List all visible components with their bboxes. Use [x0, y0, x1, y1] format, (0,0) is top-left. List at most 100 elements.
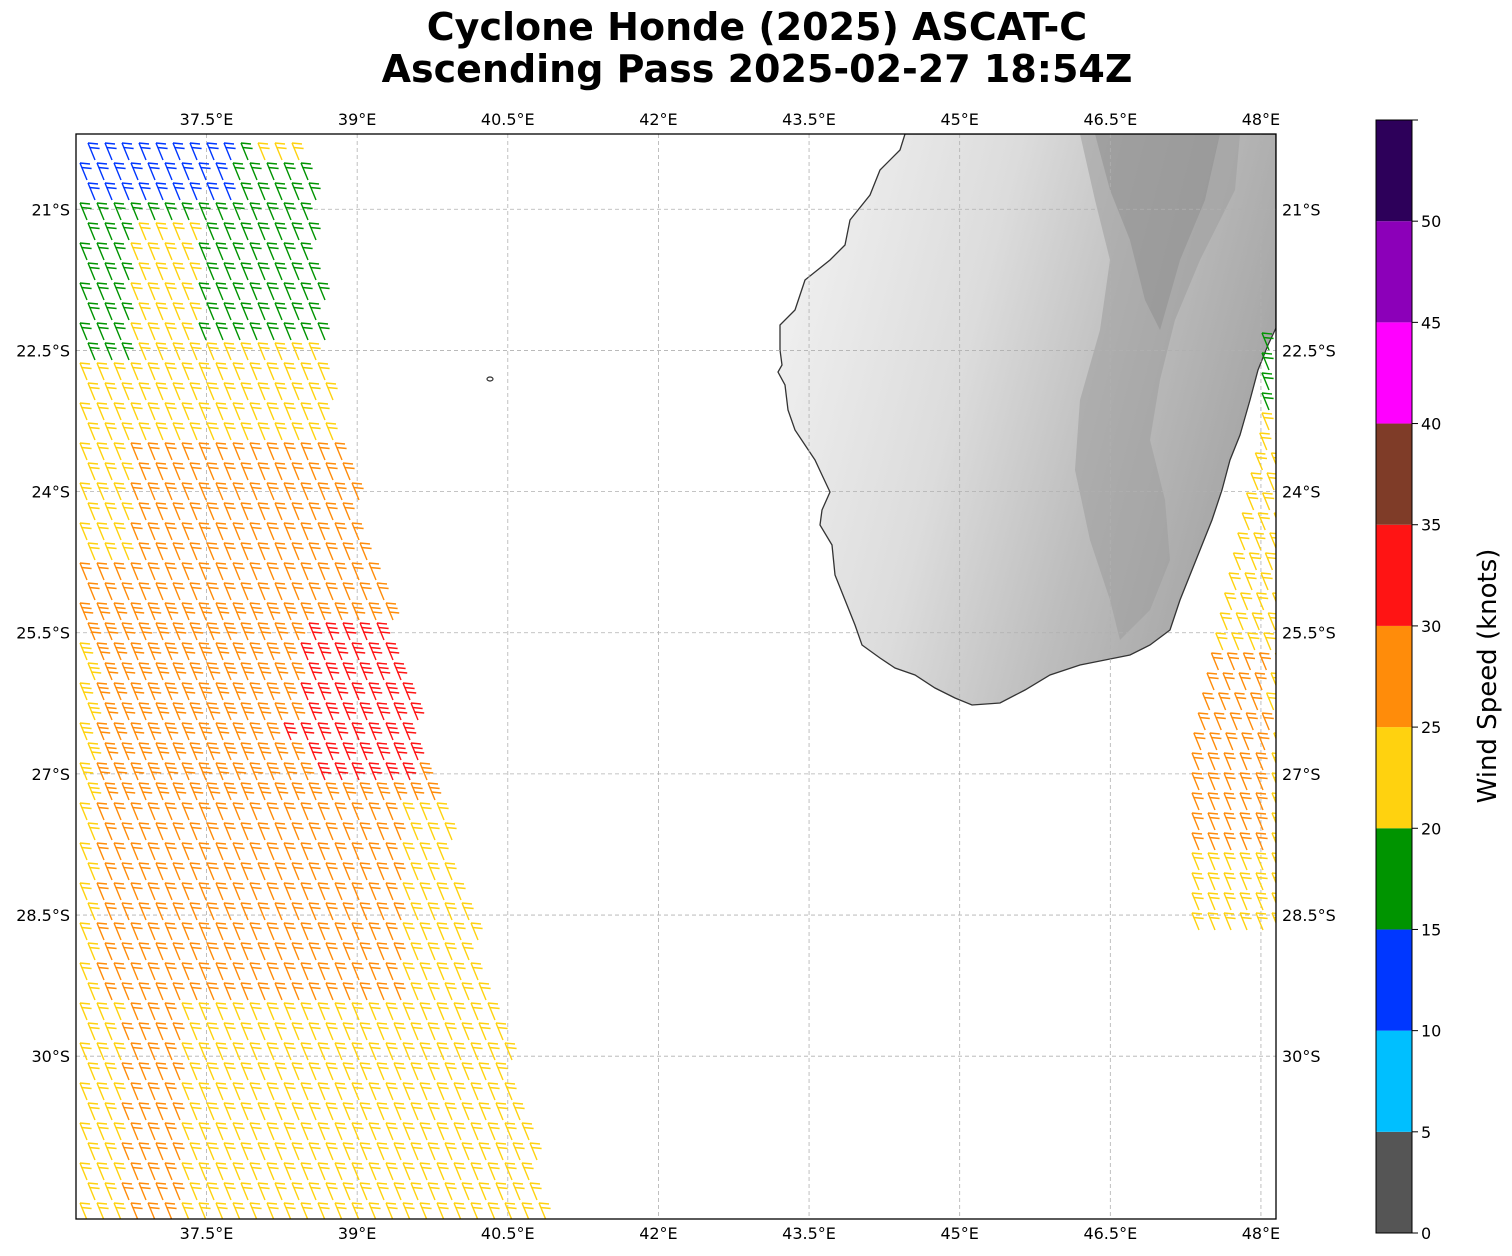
wind-barb [359, 1102, 372, 1121]
wind-barb [283, 1202, 296, 1219]
lat-tick-label-left: 22.5°S [16, 341, 70, 360]
wind-barb [495, 1142, 508, 1161]
wind-barb [240, 1142, 253, 1161]
wind-barb [181, 642, 196, 661]
wind-barb [427, 1182, 440, 1201]
wind-barb [257, 622, 272, 641]
wind-barb [1222, 672, 1235, 691]
wind-barb [223, 382, 236, 401]
wind-barb [376, 982, 389, 1001]
wind-barb [453, 1082, 466, 1101]
wind-barb [317, 1042, 330, 1061]
wind-barb [79, 242, 92, 261]
wind-barb [436, 922, 449, 941]
wind-barb [257, 942, 270, 961]
wind-barb [206, 1182, 219, 1201]
wind-barb [189, 702, 204, 721]
wind-barb [266, 162, 279, 181]
wind-barb [1239, 772, 1252, 791]
wind-barb [342, 622, 357, 641]
wind-barb [121, 902, 134, 921]
wind-barb [266, 922, 279, 941]
wind-barb [266, 282, 279, 301]
colorbar-segment [1376, 423, 1412, 525]
wind-barb [206, 182, 219, 201]
wind-barb [308, 822, 321, 841]
wind-barb [172, 542, 185, 561]
wind-barb [138, 582, 151, 601]
wind-barb [291, 222, 304, 241]
wind-barb [79, 442, 92, 461]
wind-barb [359, 742, 374, 761]
wind-barb [181, 1002, 194, 1021]
wind-barb [351, 682, 366, 701]
wind-barb [300, 642, 315, 661]
wind-barb [232, 722, 247, 741]
wind-barb [155, 502, 168, 521]
wind-barb [300, 1202, 313, 1219]
wind-barb [308, 382, 321, 401]
wind-barb [113, 1202, 126, 1219]
wind-barb [215, 402, 228, 421]
wind-barb [512, 1102, 525, 1121]
wind-barb [155, 662, 170, 681]
wind-barb [113, 922, 126, 941]
wind-barb [393, 902, 406, 921]
wind-barb [249, 242, 262, 261]
map-area[interactable] [75, 133, 1287, 1220]
wind-barb [300, 922, 313, 941]
wind-barb [249, 1202, 262, 1219]
wind-barb [215, 762, 230, 781]
wind-barb [155, 702, 170, 721]
wind-barb [1259, 432, 1272, 451]
wind-barb [368, 1082, 381, 1101]
wind-barb [113, 482, 126, 501]
wind-barb [334, 962, 347, 981]
wind-barb [308, 862, 321, 881]
wind-barb [113, 522, 126, 541]
wind-barb [87, 302, 100, 321]
wind-barb [1197, 712, 1210, 731]
wind-barb [240, 662, 255, 681]
wind-barb [385, 842, 398, 861]
lon-tick-label-top: 37.5°E [180, 110, 234, 129]
wind-barb [351, 842, 364, 861]
wind-barb [215, 1082, 228, 1101]
wind-barb [334, 842, 347, 861]
wind-barb [368, 1122, 381, 1141]
wind-barb [79, 762, 94, 781]
wind-barb [138, 302, 151, 321]
wind-barb [359, 1142, 372, 1161]
wind-barb [393, 1022, 406, 1041]
wind-barb [512, 1142, 525, 1161]
wind-barb [1239, 792, 1252, 811]
wind-barb [189, 542, 202, 561]
wind-barb [487, 1122, 500, 1141]
wind-barb [206, 902, 219, 921]
wind-barb [232, 962, 245, 981]
wind-barb [1261, 492, 1275, 511]
wind-barb [240, 942, 253, 961]
wind-barb [359, 622, 374, 641]
wind-barb [79, 1042, 92, 1061]
wind-barb [436, 802, 449, 821]
wind-barb [257, 1182, 270, 1201]
wind-barb [325, 662, 340, 681]
wind-barb [155, 582, 168, 601]
wind-barb [87, 582, 100, 601]
wind-barb [1245, 492, 1259, 511]
wind-barb [368, 762, 383, 781]
wind-barb [189, 1022, 202, 1041]
wind-barb [104, 902, 117, 921]
wind-barb [1245, 712, 1258, 731]
wind-barb [104, 142, 117, 161]
wind-barb [283, 1162, 296, 1181]
wind-barb [444, 1182, 457, 1201]
wind-barb [181, 762, 196, 781]
wind-barb [1217, 692, 1231, 711]
wind-barb [300, 842, 313, 861]
wind-barb [385, 1122, 398, 1141]
wind-barb [325, 1102, 338, 1121]
wind-barb [1255, 812, 1268, 831]
wind-barb [232, 642, 247, 661]
